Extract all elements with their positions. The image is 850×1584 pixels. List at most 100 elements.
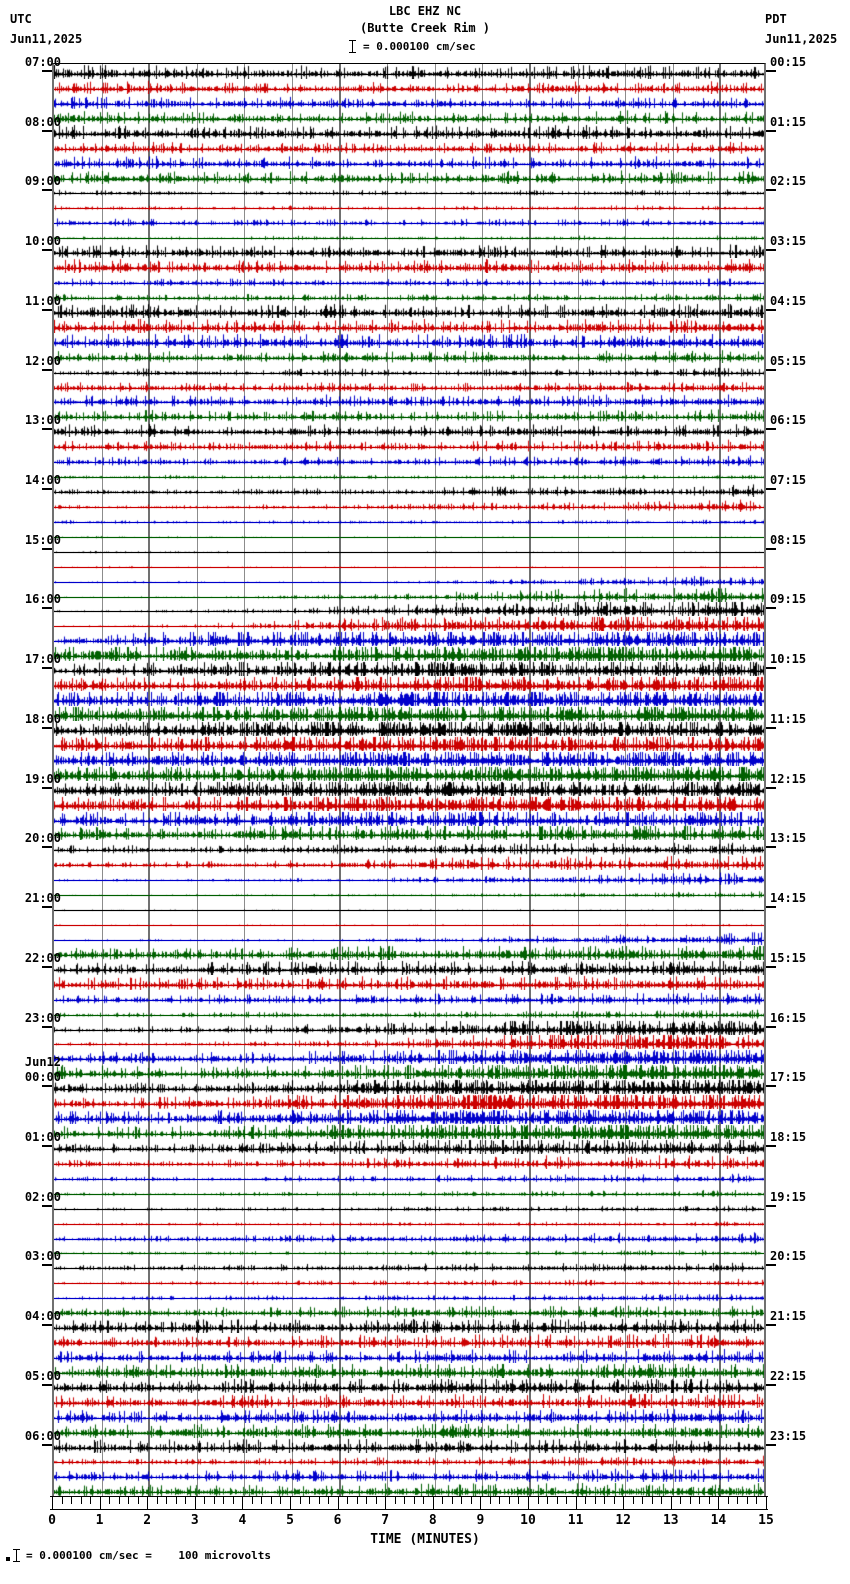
hour-tick-right [766,786,776,789]
trace-waveform [54,1064,764,1080]
axis-bottom-line [50,1509,768,1510]
axis-minor-tick [395,1497,396,1504]
trace-waveform [54,392,764,408]
trace-waveform [54,825,764,841]
trace-waveform [54,258,764,274]
trace-waveform [54,467,764,483]
trace-waveform [54,168,764,184]
trace-waveform [54,870,764,886]
seismic-trace [54,1064,764,1080]
axis-tick-label-6: 6 [333,1513,342,1528]
hour-tick-left [42,547,52,550]
axis-minor-tick [756,1497,757,1504]
trace-waveform [54,1362,764,1378]
helicorder-plot-area[interactable] [52,63,766,1496]
pdt-hour-label-2115: 21:15 [770,1309,807,1324]
axis-major-tick [147,1497,148,1509]
hour-tick-left [42,906,52,909]
utc-hour-label-0000: 00:00 [24,1070,61,1085]
hour-tick-left [42,488,52,491]
trace-waveform [54,1004,764,1020]
axis-minor-tick [138,1497,139,1504]
seismic-trace [54,1407,764,1423]
seismic-trace [54,168,764,184]
axis-minor-tick [157,1497,158,1504]
utc-hour-label-0300: 03:00 [24,1249,61,1264]
trace-waveform [54,1183,764,1199]
trace-waveform [54,959,764,975]
axis-major-tick [242,1497,243,1509]
axis-minor-tick [490,1497,491,1504]
hour-tick-right [766,726,776,729]
trace-waveform [54,646,764,662]
seismic-trace [54,93,764,109]
hour-tick-right [766,1383,776,1386]
hour-tick-left [42,428,52,431]
hour-tick-left [42,726,52,729]
seismic-trace [54,616,764,632]
hour-tick-right [766,70,776,72]
axis-tick-label-12: 12 [615,1513,632,1528]
hour-tick-right [766,368,776,371]
trace-waveform [54,915,764,930]
trace-waveform [54,511,764,527]
seismic-trace [54,900,764,916]
pdt-hour-label-0015: 00:15 [770,55,807,69]
seismic-trace [54,750,764,766]
axis-minor-tick [300,1497,301,1504]
trace-waveform [54,1392,764,1408]
hour-tick-right [766,189,776,192]
seismic-trace [54,929,764,945]
trace-waveform [54,750,764,766]
trace-waveform [54,1243,764,1259]
trace-waveform [54,1452,764,1468]
seismic-trace [54,1273,764,1289]
trace-waveform [54,64,764,79]
hour-tick-left [42,1085,52,1088]
trace-waveform [54,1377,764,1393]
trace-waveform [54,840,764,856]
pdt-hour-label-1715: 17:15 [770,1070,807,1085]
seismic-trace [54,1392,764,1408]
utc-hour-label-0500: 05:00 [24,1368,61,1383]
axis-minor-tick [585,1497,586,1504]
trace-waveform [54,1482,764,1496]
trace-waveform [54,855,764,871]
seismic-trace [54,586,764,602]
trace-waveform [54,1228,764,1244]
axis-major-tick [480,1497,481,1509]
trace-waveform [54,1034,764,1050]
utc-hour-label-1300: 13:00 [24,413,61,428]
trace-waveform [54,944,764,960]
seismic-trace [54,347,764,363]
footer-scale-text: = 0.000100 cm/sec = 100 microvolts [26,1549,272,1562]
trace-waveform [54,676,764,692]
trace-waveform [54,1079,764,1095]
seismic-trace [54,691,764,707]
trace-waveform [54,1437,764,1453]
utc-hour-label-2200: 22:00 [24,950,61,965]
hour-tick-left [42,1443,52,1446]
hour-tick-left [42,249,52,252]
trace-waveform [54,1049,764,1065]
trace-waveform [54,1213,764,1229]
hour-tick-left [42,189,52,192]
axis-major-tick [623,1497,624,1509]
axis-minor-tick [652,1497,653,1504]
hour-tick-right [766,846,776,849]
hour-tick-right [766,667,776,670]
seismic-trace [54,1019,764,1035]
axis-major-tick [671,1497,672,1509]
trace-waveform [54,228,764,244]
axis-minor-tick [538,1497,539,1504]
trace-waveform [54,1303,764,1319]
hour-tick-right [766,1144,776,1147]
station-title: LBC EHZ NC [388,4,462,18]
trace-waveform [54,78,764,94]
seismic-trace [54,273,764,289]
utc-hour-label-1000: 10:00 [24,234,61,249]
trace-waveform [54,422,764,438]
trace-waveform [54,317,764,333]
utc-hour-label-2000: 20:00 [24,831,61,846]
seismic-trace [54,855,764,871]
